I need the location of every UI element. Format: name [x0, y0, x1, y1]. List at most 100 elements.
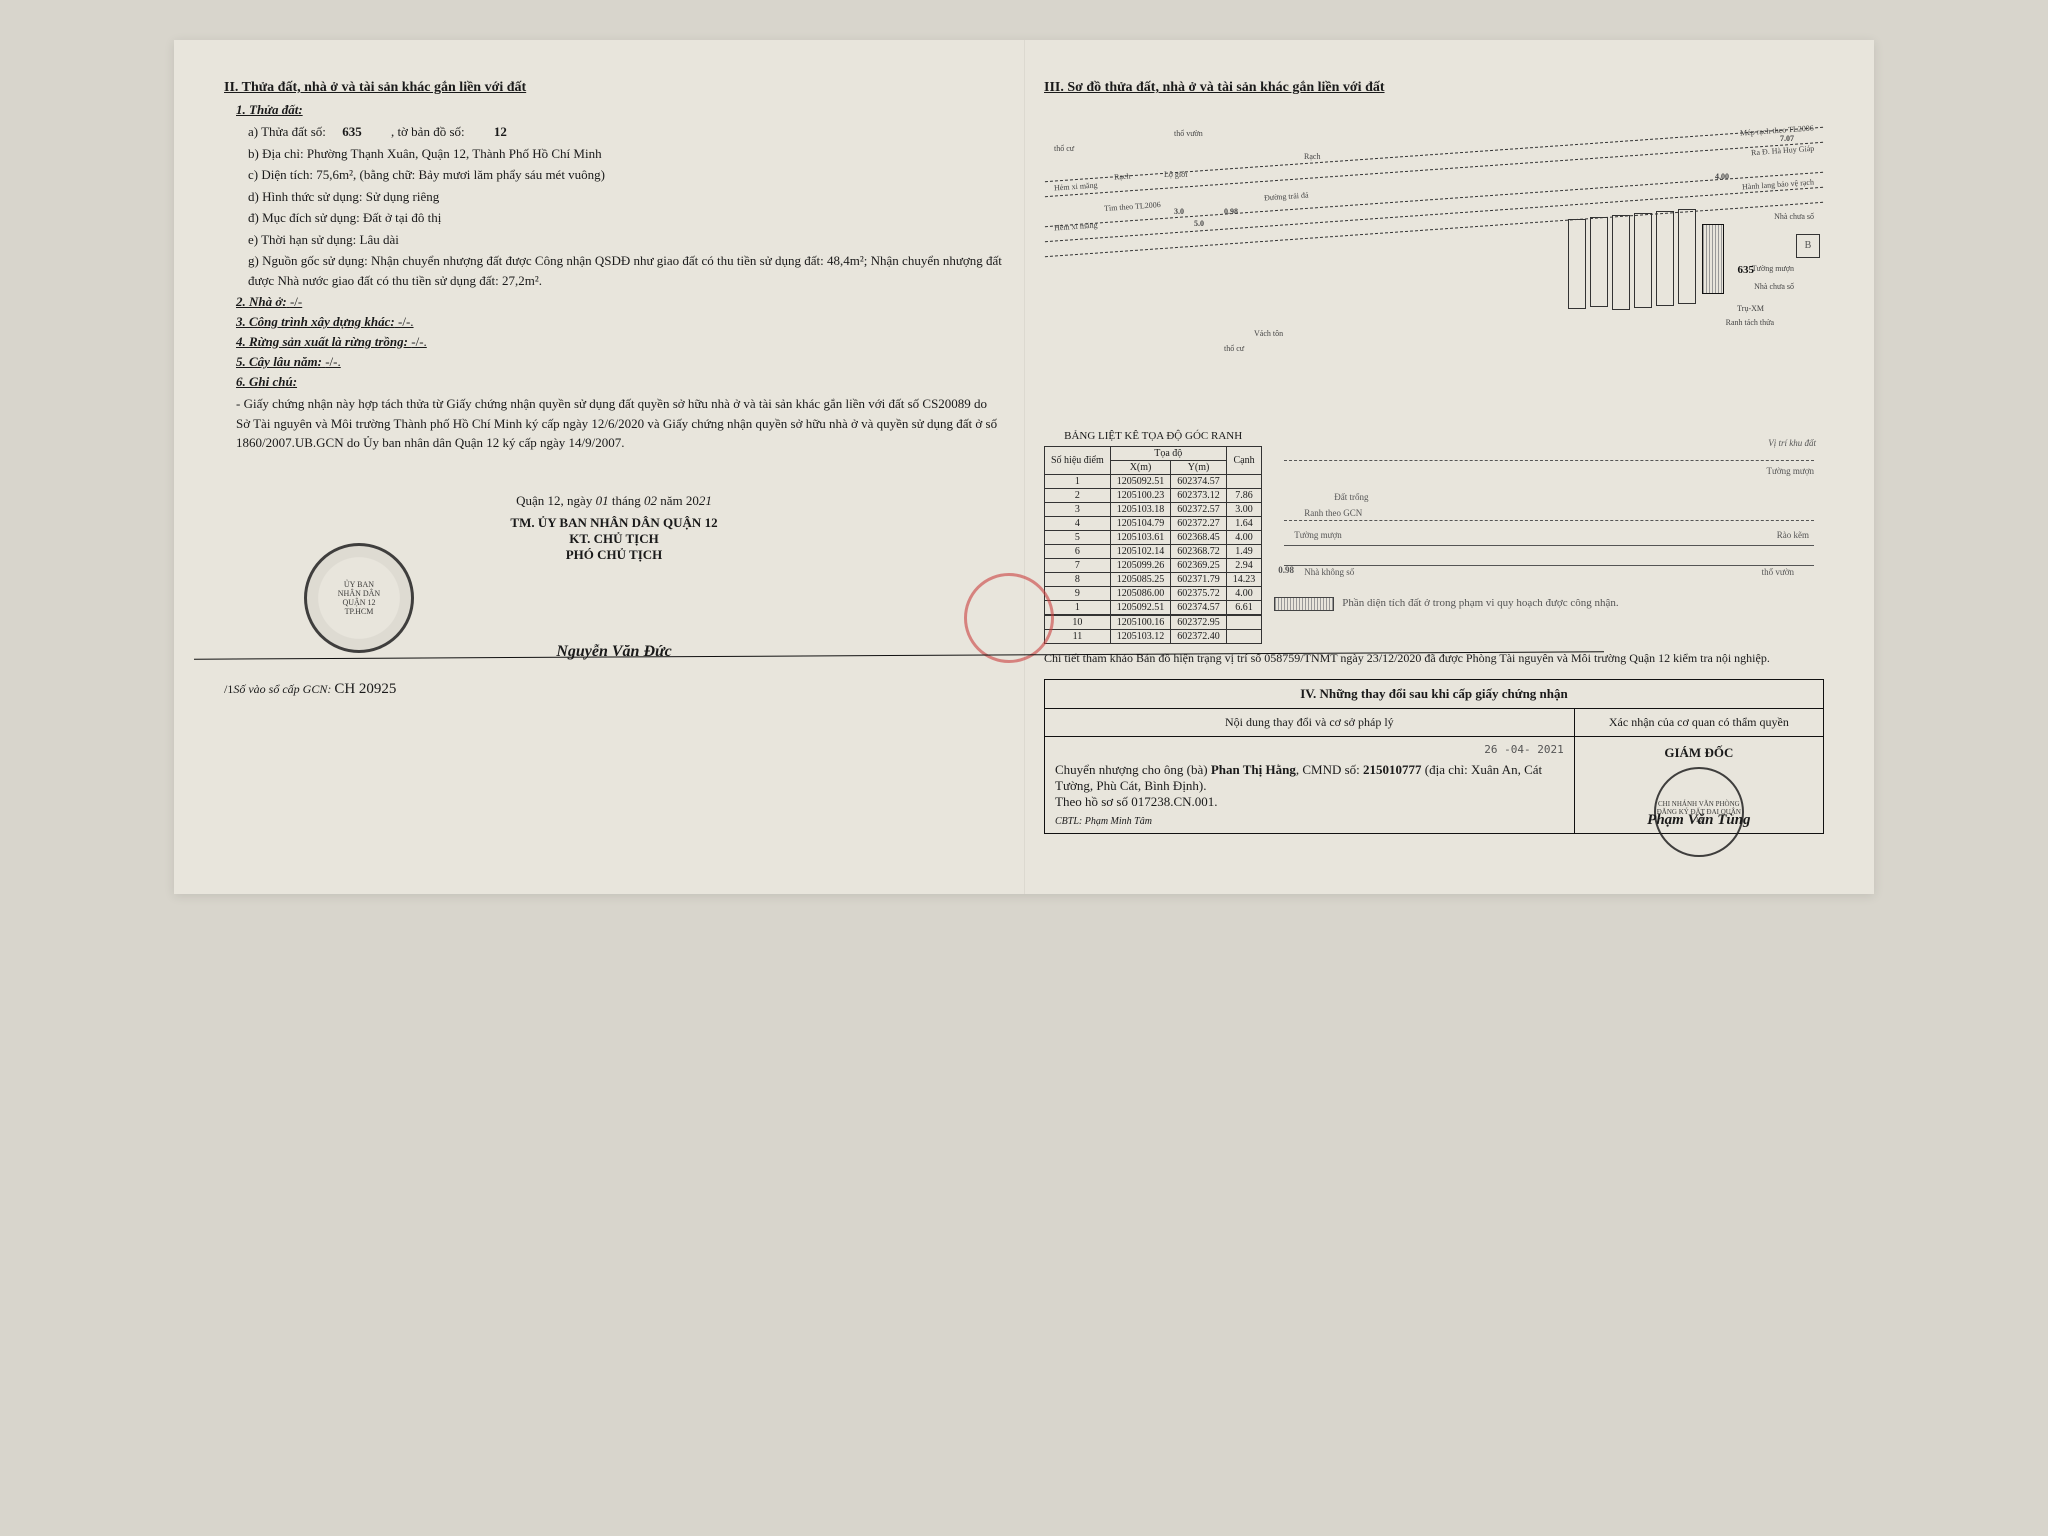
transfer-text: Chuyển nhượng cho ông (bà) Phan Thị Hằng…: [1055, 762, 1564, 794]
coord-pt: 1: [1045, 475, 1111, 489]
lot-635-number: 635: [1738, 264, 1755, 276]
fold-line: [1024, 40, 1025, 894]
coord-y: 602372.57: [1171, 503, 1227, 517]
map-label: Hẻm xi măng: [1054, 220, 1098, 232]
coord-edge: 14.23: [1226, 573, 1262, 587]
legend-swatch-icon: [1274, 597, 1334, 611]
coord-x: 1205104.79: [1110, 517, 1171, 531]
section-4-title: IV. Những thay đổi sau khi cấp giấy chứn…: [1045, 679, 1824, 708]
value-rung: -/-.: [411, 334, 427, 349]
date-stamp: 26 -04- 2021: [1055, 743, 1564, 756]
coord-pt: 10: [1045, 615, 1111, 630]
item-1-heading: 1. Thửa đất:: [236, 102, 1004, 118]
coord-x: 1205086.00: [1110, 587, 1171, 601]
file-number-line: Theo hồ sơ số 017238.CN.001.: [1055, 794, 1564, 810]
compass-icon: B: [1796, 234, 1820, 258]
map-label: Tường mượn: [1294, 530, 1342, 540]
coord-row: 101205100.16602372.95: [1045, 615, 1262, 630]
coord-edge: [1226, 475, 1262, 489]
coord-pt: 11: [1045, 630, 1111, 644]
sig-day: 01: [596, 493, 609, 508]
coord-y: 602374.57: [1171, 601, 1227, 616]
sig-year: 21: [699, 493, 712, 508]
map-label: thổ vườn: [1174, 129, 1203, 138]
th-toado: Tọa độ: [1110, 447, 1226, 461]
coord-x: 1205085.25: [1110, 573, 1171, 587]
coord-x: 1205103.61: [1110, 531, 1171, 545]
official-stamp-icon: ỦY BANNHÂN DÂNQUẬN 12TP.HCM: [304, 543, 414, 653]
field-e: e) Thời hạn sử dụng: Lâu dài: [248, 230, 1004, 250]
coord-x: 1205102.14: [1110, 545, 1171, 559]
item-6-heading: 6. Ghi chú:: [236, 374, 1004, 390]
signer-name: Nguyễn Văn Đức: [224, 643, 1004, 661]
map-label: Vách tôn: [1254, 329, 1283, 338]
sig-month-prefix: tháng: [612, 493, 641, 508]
coord-pt: 6: [1045, 545, 1111, 559]
below-map-row: BẢNG LIỆT KÊ TỌA ĐỘ GÓC RANH Số hiệu điể…: [1044, 430, 1824, 644]
field-g: g) Nguồn gốc sử dụng: Nhận chuyển nhượng…: [248, 251, 1004, 290]
map-label: Rạch: [1304, 152, 1320, 161]
footnote-value: CH 20925: [334, 681, 396, 697]
item-3-heading: 3. Công trình xây dựng khác: -/-.: [236, 314, 1004, 330]
coord-pt: 8: [1045, 573, 1111, 587]
field-a-label: a) Thửa đất số:: [248, 124, 326, 139]
director-signature: Phạm Văn Tùng: [1575, 812, 1823, 829]
coord-row: 111205103.12602372.40: [1045, 630, 1262, 644]
coord-pt: 1: [1045, 601, 1111, 616]
map-label: Tường mượn: [1766, 466, 1814, 476]
field-a: a) Thửa đất số: 635 , tờ bản đồ số: 12: [248, 122, 1004, 142]
location-mini-map: Vị trí khu đất Tường mượn Đất trống Ranh…: [1274, 430, 1824, 630]
coord-row: 51205103.61602368.454.00: [1045, 531, 1262, 545]
cbtl-line: CBTL: Phạm Minh Tâm: [1055, 816, 1564, 827]
coord-edge: 1.49: [1226, 545, 1262, 559]
coord-table-title: BẢNG LIỆT KÊ TỌA ĐỘ GÓC RANH: [1044, 430, 1262, 442]
map-label: Tìm theo TL2006: [1104, 200, 1161, 213]
footnote: /1Số vào sổ cấp GCN: CH 20925: [224, 681, 1004, 698]
map-sheet-number: 12: [494, 124, 507, 139]
coord-row: 81205085.25602371.7914.23: [1045, 573, 1262, 587]
legend-text: Phần diện tích đất ở trong phạm vi quy h…: [1342, 597, 1618, 609]
lot-number: 635: [342, 124, 362, 139]
col2-header: Xác nhận của cơ quan có thẩm quyền: [1574, 708, 1823, 736]
coord-edge: [1226, 630, 1262, 644]
coord-x: 1205100.16: [1110, 615, 1171, 630]
map-label: Đất trống: [1334, 492, 1368, 502]
coord-row: 31205103.18602372.573.00: [1045, 503, 1262, 517]
map-label: Tường mượn: [1752, 264, 1794, 273]
t-part1: Chuyển nhượng cho ông (bà): [1055, 762, 1211, 777]
coord-row: 41205104.79602372.271.64: [1045, 517, 1262, 531]
coord-pt: 5: [1045, 531, 1111, 545]
th-x: X(m): [1110, 461, 1171, 475]
coord-x: 1205092.51: [1110, 601, 1171, 616]
right-column: III. Sơ đồ thửa đất, nhà ở và tài sản kh…: [1044, 80, 1824, 834]
field-d: d) Hình thức sử dụng: Sử dụng riêng: [248, 187, 1004, 207]
coord-edge: 3.00: [1226, 503, 1262, 517]
coord-y: 602368.45: [1171, 531, 1227, 545]
map-label: Rạch: [1114, 171, 1131, 181]
coord-edge: 7.86: [1226, 489, 1262, 503]
coord-y: 602369.25: [1171, 559, 1227, 573]
field-c: c) Diện tích: 75,6m², (bằng chữ: Bảy mươ…: [248, 165, 1004, 185]
coord-row: 11205092.51602374.576.61: [1045, 601, 1262, 616]
map-label: thổ vườn: [1762, 567, 1794, 577]
footnote-label: Số vào sổ cấp GCN:: [233, 682, 331, 696]
legend: Phần diện tích đất ở trong phạm vi quy h…: [1274, 597, 1824, 611]
label-cong-trinh: 3. Công trình xây dựng khác:: [236, 314, 395, 329]
section-2-title: II. Thửa đất, nhà ở và tài sản khác gắn …: [224, 80, 1004, 96]
coord-table-wrapper: BẢNG LIỆT KÊ TỌA ĐỘ GÓC RANH Số hiệu điể…: [1044, 430, 1262, 644]
map-label: Trụ-XM: [1737, 304, 1764, 313]
coord-edge: 4.00: [1226, 587, 1262, 601]
map-label: Rào kẽm: [1777, 530, 1809, 540]
map-label: Đường trải đá: [1264, 190, 1309, 202]
coord-edge: 1.64: [1226, 517, 1262, 531]
value-nha-o: -/-: [290, 294, 302, 309]
sig-date-prefix: Quận 12, ngày: [516, 493, 592, 508]
coord-pt: 7: [1045, 559, 1111, 573]
coord-pt: 3: [1045, 503, 1111, 517]
coord-x: 1205103.12: [1110, 630, 1171, 644]
coord-pt: 9: [1045, 587, 1111, 601]
sig-line-1: TM. ỦY BAN NHÂN DÂN QUẬN 12: [224, 515, 1004, 531]
map-label: Mép rạch theo TL2006: [1740, 123, 1814, 137]
cadastral-map: thổ cư thổ vườn Rạch Hẻm xi măng Rạch Hẻ…: [1044, 104, 1824, 424]
left-column: II. Thửa đất, nhà ở và tài sản khác gắn …: [224, 80, 1004, 834]
